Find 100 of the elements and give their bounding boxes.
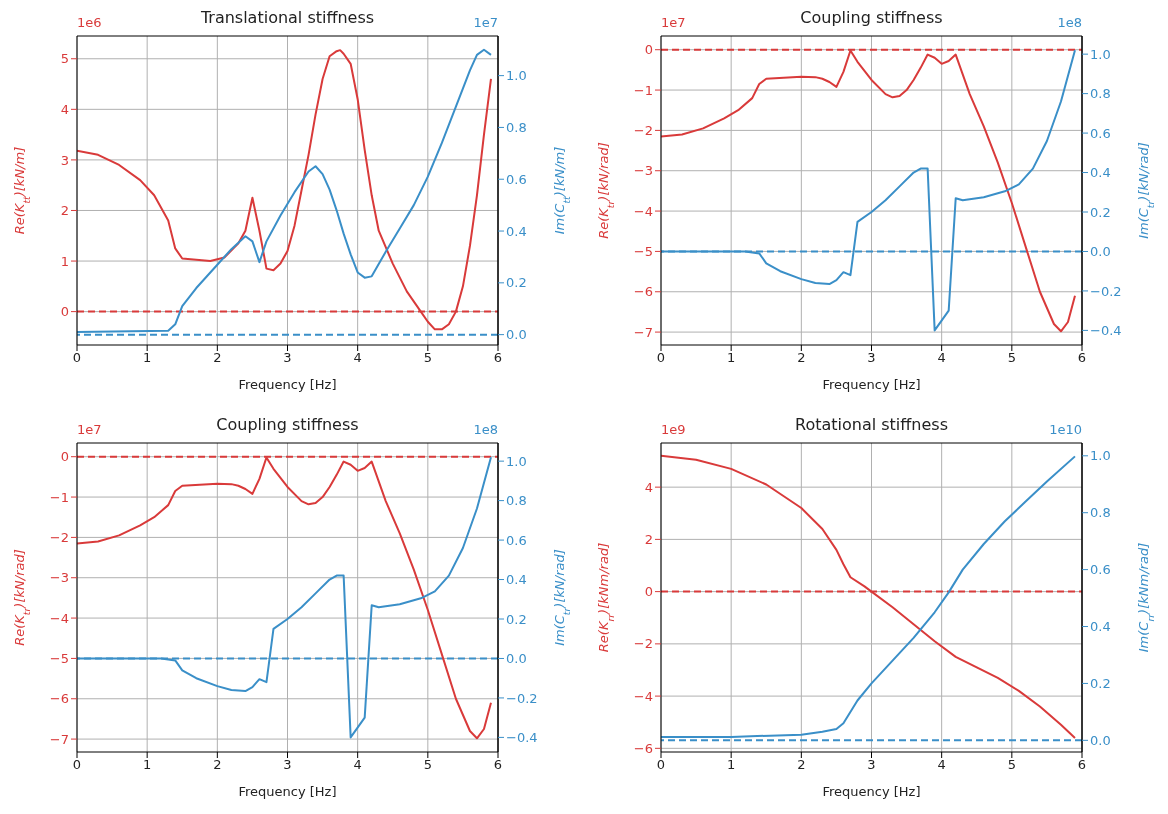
y-tick-label: −3 [49, 570, 69, 586]
x-tick-label: 2 [213, 350, 222, 366]
x-axis-title: Frequency [Hz] [238, 377, 337, 392]
x-tick-label: 0 [72, 757, 82, 773]
x-tick-label: 2 [797, 350, 806, 366]
y-tick-label: −6 [49, 691, 69, 707]
x-tick-label: 0 [656, 350, 666, 366]
y-tick-label: −7 [49, 731, 69, 747]
y-tick-label: 0 [644, 42, 653, 58]
y-tick-label: 2 [60, 203, 69, 219]
text: 1e7 [77, 422, 102, 437]
chart-title: Coupling stiffness [800, 8, 943, 27]
x-tick-label: 3 [867, 757, 876, 773]
y-tick-label: −5 [633, 244, 653, 260]
y-tick-label: −2 [49, 530, 69, 546]
y2-tick-label: 0.6 [1090, 562, 1111, 578]
x-tick-label: 0 [72, 350, 82, 366]
y-tick-label: −1 [633, 82, 653, 98]
x-tick-label: 1 [727, 350, 736, 366]
y-tick-label: 4 [60, 101, 69, 117]
text: 1e8 [1057, 15, 1082, 30]
x-tick-label: 1 [143, 757, 152, 773]
y2-tick-label: 0.8 [1090, 86, 1111, 102]
text: 1e7 [661, 15, 686, 30]
y-tick-label: 3 [60, 152, 69, 168]
y2-tick-label: 0.8 [506, 120, 527, 136]
x-tick-label: 3 [867, 350, 876, 366]
text: 1e9 [661, 422, 686, 437]
y2-tick-label: 0.4 [1090, 619, 1111, 635]
x-tick-label: 5 [1007, 350, 1016, 366]
x-tick-label: 2 [213, 757, 222, 773]
x-tick-label: 6 [1077, 350, 1087, 366]
y-tick-label: −4 [49, 610, 69, 626]
y-tick-label: 4 [644, 479, 653, 495]
y2-tick-label: 0.6 [506, 171, 527, 187]
chart-title: Coupling stiffness [216, 415, 359, 434]
x-tick-label: 6 [493, 757, 503, 773]
y-tick-label: −4 [633, 203, 653, 219]
text: 1e8 [473, 422, 498, 437]
x-tick-label: 5 [423, 350, 432, 366]
y2-tick-label: 1.0 [506, 453, 527, 469]
y-tick-label: −2 [633, 636, 653, 652]
y2-tick-label: 0.2 [506, 611, 527, 627]
y-tick-label: −5 [49, 651, 69, 667]
y2-tick-label: 0.0 [506, 327, 527, 343]
y2-tick-label: 0.2 [1090, 204, 1111, 220]
y2-tick-label: 0.4 [506, 572, 527, 588]
y-tick-label: −6 [633, 740, 653, 756]
x-tick-label: 5 [423, 757, 432, 773]
y2-tick-label: −0.4 [506, 730, 538, 746]
y2-tick-label: 1.0 [506, 68, 527, 84]
y-tick-label: 1 [60, 253, 69, 269]
y-tick-label: −1 [49, 489, 69, 505]
y2-tick-label: −0.2 [506, 690, 538, 706]
text: 1e10 [1049, 422, 1082, 437]
x-tick-label: 5 [1007, 757, 1016, 773]
y2-tick-label: 0.0 [506, 651, 527, 667]
y-tick-label: 0 [644, 584, 653, 600]
x-tick-label: 4 [937, 350, 946, 366]
x-axis-title: Frequency [Hz] [822, 377, 921, 392]
y-tick-label: −6 [633, 284, 653, 300]
y-tick-label: −7 [633, 324, 653, 340]
x-tick-label: 4 [937, 757, 946, 773]
x-tick-label: 4 [353, 350, 362, 366]
y-tick-label: −3 [633, 163, 653, 179]
y-tick-label: 0 [60, 304, 69, 320]
x-axis-title: Frequency [Hz] [238, 784, 337, 799]
y2-tick-label: 0.4 [506, 223, 527, 239]
y2-tick-label: −0.2 [1090, 283, 1122, 299]
y2-tick-label: 0.4 [1090, 165, 1111, 181]
x-tick-label: 1 [727, 757, 736, 773]
y-tick-label: 5 [60, 51, 69, 67]
x-axis-title: Frequency [Hz] [822, 784, 921, 799]
y2-tick-label: 1.0 [1090, 46, 1111, 62]
y2-tick-label: −0.4 [1090, 323, 1122, 339]
y-tick-label: −4 [633, 688, 653, 704]
x-tick-label: 4 [353, 757, 362, 773]
y2-tick-label: 1.0 [1090, 448, 1111, 464]
x-tick-label: 6 [493, 350, 503, 366]
x-tick-label: 1 [143, 350, 152, 366]
x-tick-label: 3 [283, 757, 292, 773]
y2-tick-label: 0.0 [1090, 244, 1111, 260]
y2-tick-label: 0.8 [506, 493, 527, 509]
text: 1e7 [473, 15, 498, 30]
chart-title: Rotational stiffness [795, 415, 948, 434]
y2-tick-label: 0.8 [1090, 505, 1111, 521]
y-tick-label: 0 [60, 449, 69, 465]
chart-title: Translational stiffness [200, 8, 375, 27]
y-tick-label: −2 [633, 123, 653, 139]
y2-tick-label: 0.6 [506, 532, 527, 548]
y2-tick-label: 0.2 [506, 275, 527, 291]
y2-tick-label: 0.0 [1090, 732, 1111, 748]
x-tick-label: 0 [656, 757, 666, 773]
y2-tick-label: 0.6 [1090, 125, 1111, 141]
x-tick-label: 2 [797, 757, 806, 773]
x-tick-label: 3 [283, 350, 292, 366]
text: 1e6 [77, 15, 102, 30]
y-tick-label: 2 [644, 532, 653, 547]
x-tick-label: 6 [1077, 757, 1087, 773]
y2-tick-label: 0.2 [1090, 676, 1111, 692]
